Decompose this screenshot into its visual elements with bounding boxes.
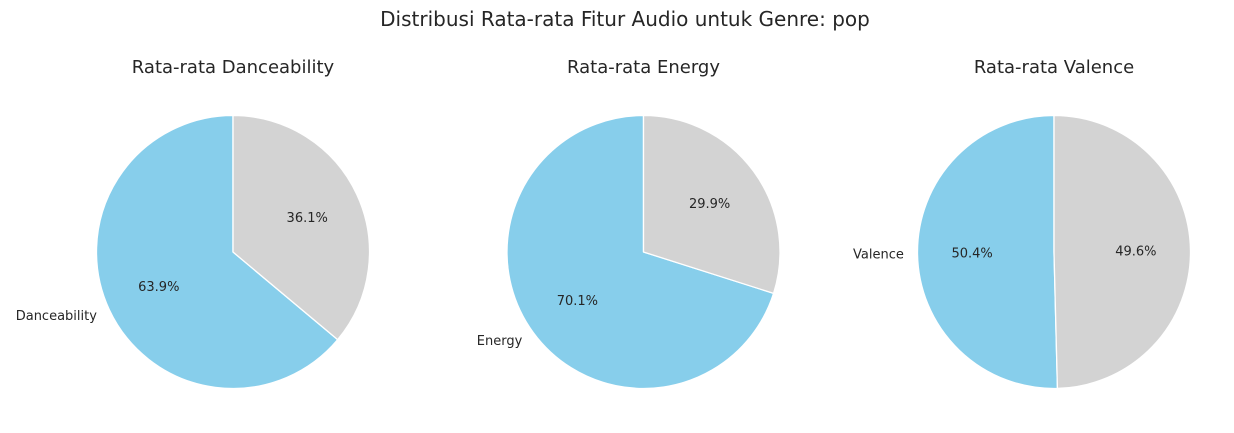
figure-title: Distribusi Rata-rata Fitur Audio untuk G…: [380, 7, 870, 31]
pie-percent-label: 63.9%: [138, 280, 179, 295]
pie-chart-2: Rata-rata Energy 70.1% Energy 29.9%: [477, 57, 781, 390]
pie-slice: [95, 114, 339, 390]
pie-slice: [1053, 114, 1192, 390]
pie-slice: [916, 114, 1059, 390]
pie-slice: [232, 114, 371, 341]
pie-percent-label: 70.1%: [557, 294, 598, 309]
pie-percent-label: 50.4%: [951, 247, 992, 262]
pie-charts: Rata-rata Danceability 63.9% Danceability 3…: [16, 57, 1192, 390]
pie-percent-label: 29.9%: [689, 197, 730, 212]
pie-slice-label: Energy: [477, 334, 523, 349]
pie-slice: [506, 114, 775, 390]
pie-chart-3: Rata-rata Valence 50.4% Valence 49.6%: [853, 57, 1192, 390]
pie-slice: [642, 114, 781, 295]
pie-chart-1: Rata-rata Danceability 63.9% Danceability 3…: [16, 57, 371, 390]
pie-slice-label: Danceability: [16, 309, 98, 324]
pie-title: Rata-rata Valence: [974, 57, 1134, 78]
pie-slice-label: Valence: [853, 247, 904, 262]
pie-title: Rata-rata Energy: [567, 57, 720, 78]
pie-percent-label: 49.6%: [1115, 244, 1156, 259]
pie-percent-label: 36.1%: [287, 211, 328, 226]
pie-title: Rata-rata Danceability: [132, 57, 335, 78]
